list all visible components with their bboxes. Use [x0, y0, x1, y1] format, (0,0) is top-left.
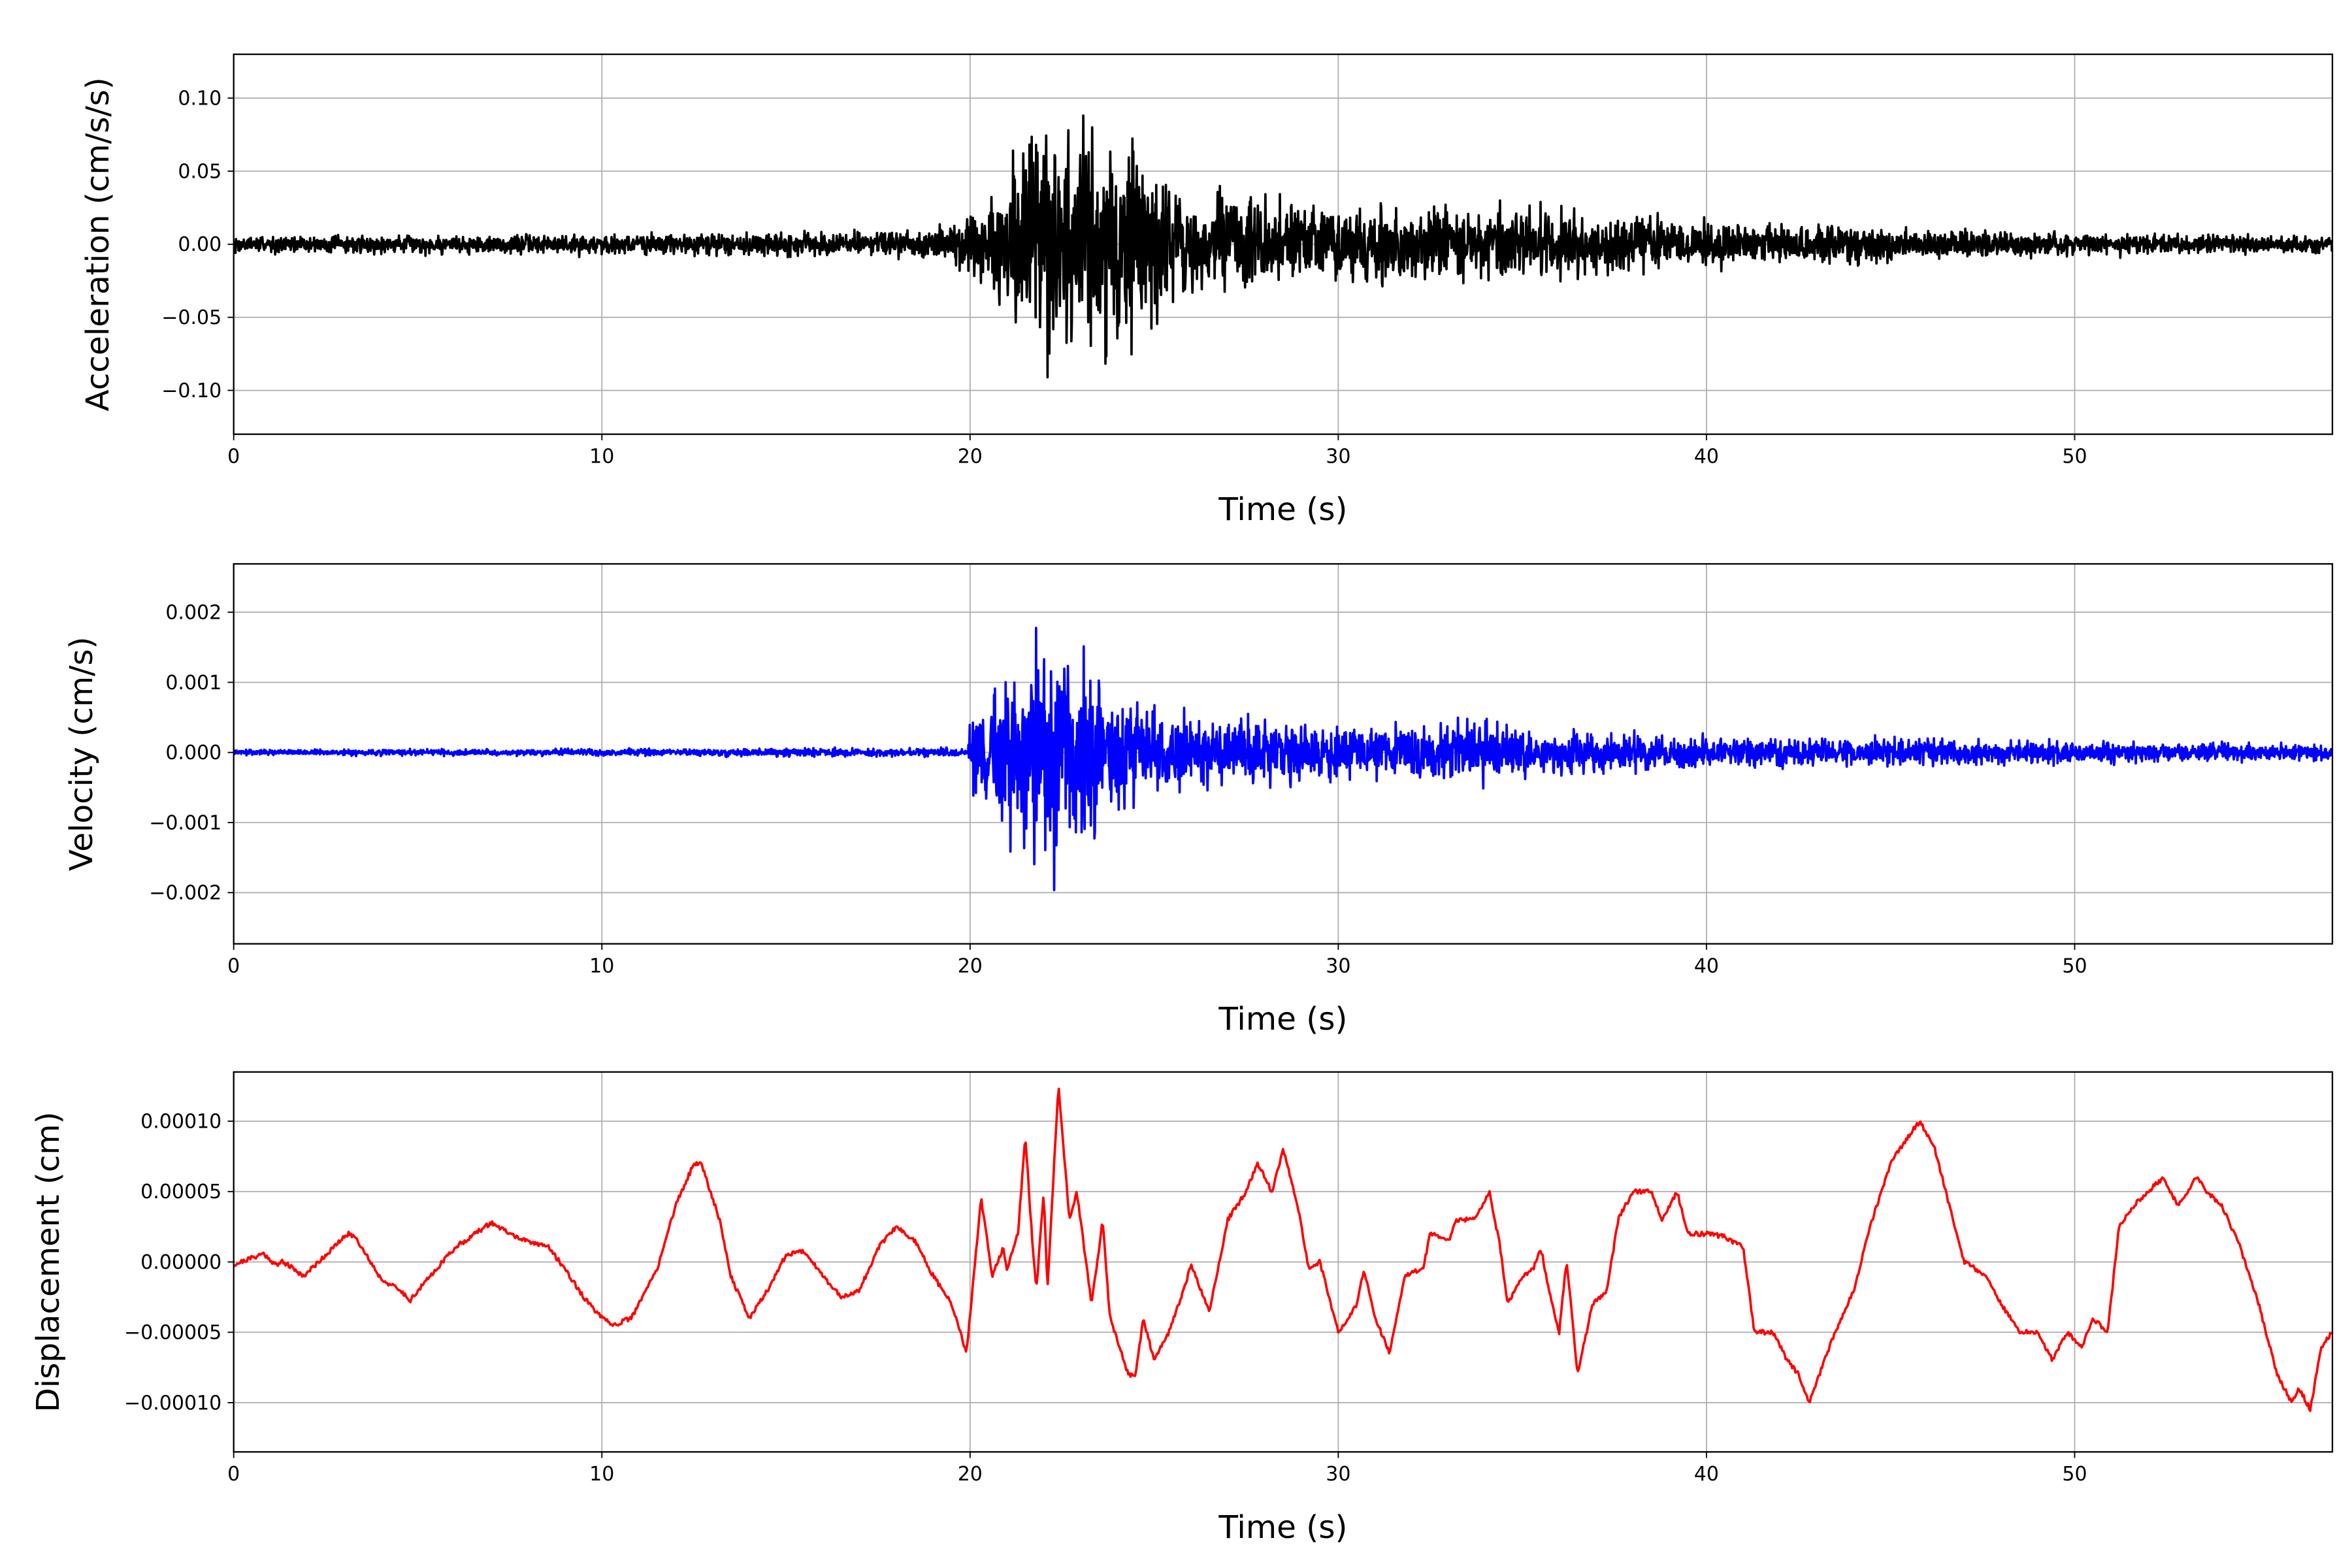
x-tick-label: 50	[2062, 445, 2087, 468]
series-line	[233, 627, 2332, 892]
displacement-panel: 0 10 20 30 40 50 −0.00010 −0.00005 0.00000 0.0000…	[30, 1071, 2334, 1546]
y-tick-label: 0.000	[165, 742, 221, 764]
x-tick-label: 10	[589, 955, 614, 977]
y-tick-label: 0.10	[178, 88, 221, 110]
x-tick-label: 50	[2062, 1463, 2087, 1486]
x-axis-label: Time (s)	[1218, 1509, 1347, 1546]
series-line	[233, 1087, 2332, 1413]
x-tick-label: 30	[1326, 1463, 1350, 1486]
x-tick-label: 0	[227, 955, 240, 977]
x-axis-label: Time (s)	[1218, 491, 1347, 528]
y-tick-label: −0.00010	[124, 1392, 221, 1414]
y-axis-label: Acceleration (cm/s/s)	[80, 77, 116, 411]
y-tick-label: 0.05	[178, 160, 221, 183]
x-tick-label: 10	[589, 1463, 614, 1486]
x-tick-label: 30	[1326, 955, 1350, 977]
y-tick-label: −0.002	[149, 882, 221, 905]
x-tick-label: 40	[1694, 955, 1719, 977]
axes-frame	[233, 563, 2334, 945]
velocity-panel: 0 10 20 30 40 50 −0.002 −0.001 0.000 0.001 0.002 Ti…	[63, 563, 2334, 1037]
y-tick-label: −0.00005	[124, 1322, 221, 1345]
y-tick-label: 0.002	[165, 601, 221, 624]
x-tick-label: 40	[1694, 1463, 1719, 1486]
x-tick-label: 10	[589, 445, 614, 468]
y-axis-label: Displacement (cm)	[30, 1111, 67, 1412]
y-tick-label: −0.001	[149, 811, 221, 834]
x-tick-label: 0	[227, 445, 240, 468]
x-tick-label: 30	[1326, 445, 1350, 468]
y-axis-label: Velocity (cm/s)	[63, 636, 100, 871]
y-tick-label: 0.00005	[140, 1181, 221, 1203]
x-tick-label: 20	[958, 955, 983, 977]
x-tick-label: 20	[958, 1463, 983, 1486]
axes-frame	[233, 53, 2334, 435]
acceleration-panel: 0 10 20 30 40 50 −0.10 −0.05 0.00 0.05 0.10 Time (s…	[80, 53, 2334, 528]
axes-frame	[233, 1071, 2334, 1453]
y-tick-label: 0.001	[165, 672, 221, 694]
x-tick-label: 0	[227, 1463, 240, 1486]
y-tick-label: −0.10	[161, 380, 221, 402]
y-tick-label: 0.00010	[140, 1111, 221, 1134]
y-tick-label: −0.05	[161, 306, 221, 329]
x-axis-label: Time (s)	[1218, 1001, 1347, 1037]
x-tick-label: 40	[1694, 445, 1719, 468]
x-tick-label: 50	[2062, 955, 2087, 977]
series-line	[233, 114, 2332, 379]
y-tick-label: 0.00	[178, 233, 221, 256]
y-tick-label: 0.00000	[140, 1251, 221, 1274]
x-tick-label: 20	[958, 445, 983, 468]
